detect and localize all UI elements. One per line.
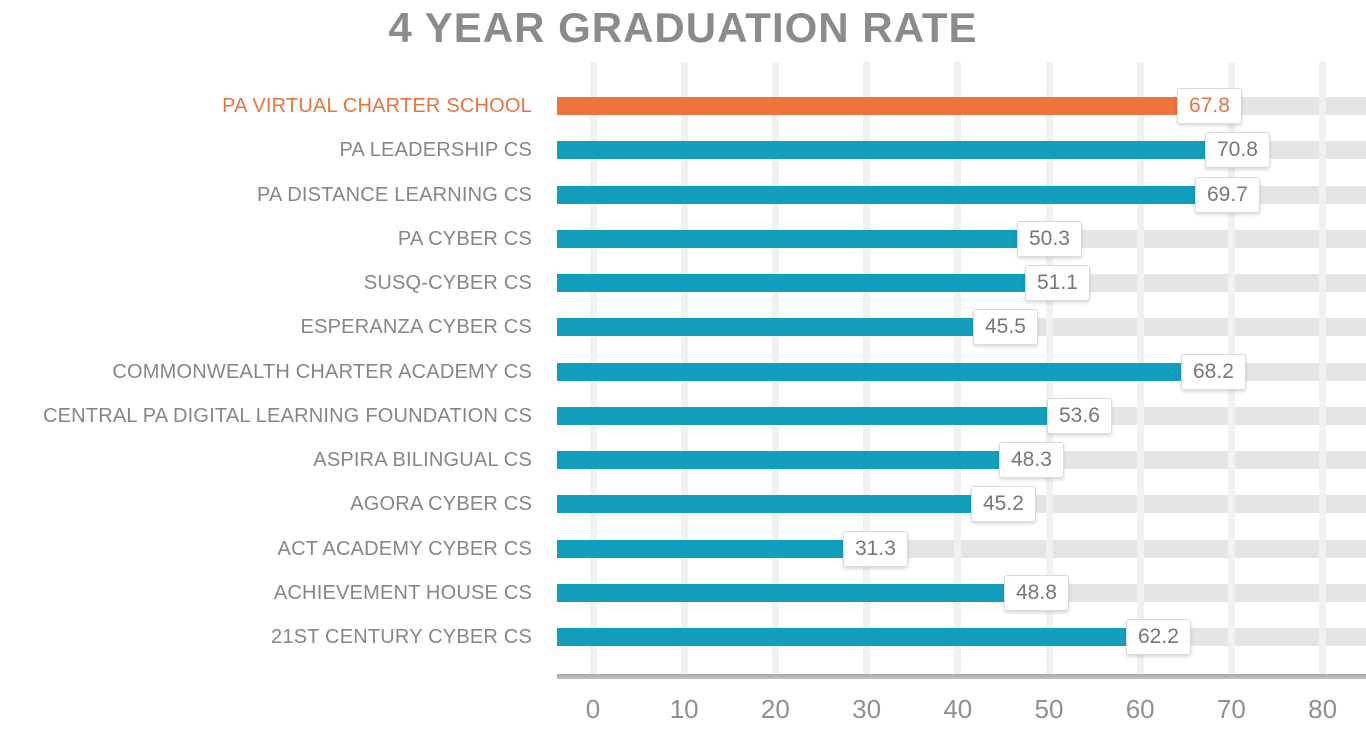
category-label: ACT ACADEMY CYBER CS <box>277 537 532 560</box>
category-label: COMMONWEALTH CHARTER ACADEMY CS <box>112 360 532 383</box>
x-axis-line <box>557 674 1366 679</box>
value-label: 51.1 <box>1025 265 1090 301</box>
x-axis-tick: 0 <box>585 694 601 724</box>
value-label: 48.3 <box>999 442 1064 478</box>
value-label: 67.8 <box>1177 88 1242 124</box>
value-label: 45.5 <box>973 309 1038 346</box>
category-label: ACHIEVEMENT HOUSE CS <box>273 581 532 604</box>
category-label: ESPERANZA CYBER CS <box>300 316 532 339</box>
value-label: 31.3 <box>843 530 908 567</box>
value-label: 62.2 <box>1126 619 1191 655</box>
category-label: PA CYBER CS <box>397 227 532 250</box>
category-label: AGORA CYBER CS <box>350 493 532 516</box>
bar <box>557 628 1126 646</box>
bar <box>557 141 1205 160</box>
bar <box>557 539 843 558</box>
x-axis-tick: 10 <box>669 694 699 724</box>
bar <box>557 318 973 337</box>
x-axis-tick: 50 <box>1034 694 1064 724</box>
x-axis-tick: 40 <box>943 694 973 724</box>
chart-title: 4 YEAR GRADUATION RATE <box>388 4 978 51</box>
bar <box>557 274 1025 292</box>
value-label: 53.6 <box>1047 397 1112 434</box>
bar <box>557 406 1047 425</box>
category-label: PA VIRTUAL CHARTER SCHOOL <box>222 95 532 117</box>
category-label: PA LEADERSHIP CS <box>339 139 532 162</box>
bar <box>557 362 1181 381</box>
bar <box>557 97 1177 115</box>
category-label: 21ST CENTURY CYBER CS <box>271 626 532 648</box>
x-axis-tick: 30 <box>852 694 882 724</box>
value-label: 70.8 <box>1205 132 1270 169</box>
category-label: CENTRAL PA DIGITAL LEARNING FOUNDATION C… <box>42 404 532 427</box>
bar <box>557 451 999 469</box>
x-axis-tick: 80 <box>1308 694 1338 724</box>
value-label: 69.7 <box>1195 176 1260 213</box>
value-label: 68.2 <box>1181 353 1246 390</box>
bar <box>557 495 971 514</box>
bar <box>557 185 1195 204</box>
gridline <box>1319 62 1327 674</box>
x-axis-tick: 60 <box>1125 694 1155 724</box>
x-axis-tick: 20 <box>760 694 790 724</box>
bar <box>557 229 1017 248</box>
category-label: ASPIRA BILINGUAL CS <box>313 449 532 471</box>
x-axis-tick: 70 <box>1216 694 1246 724</box>
value-label: 50.3 <box>1017 220 1082 257</box>
category-label: SUSQ-CYBER CS <box>363 272 532 294</box>
category-label: PA DISTANCE LEARNING CS <box>256 183 532 206</box>
value-label: 45.2 <box>971 486 1036 523</box>
bar <box>557 583 1004 602</box>
value-label: 48.8 <box>1004 574 1069 611</box>
